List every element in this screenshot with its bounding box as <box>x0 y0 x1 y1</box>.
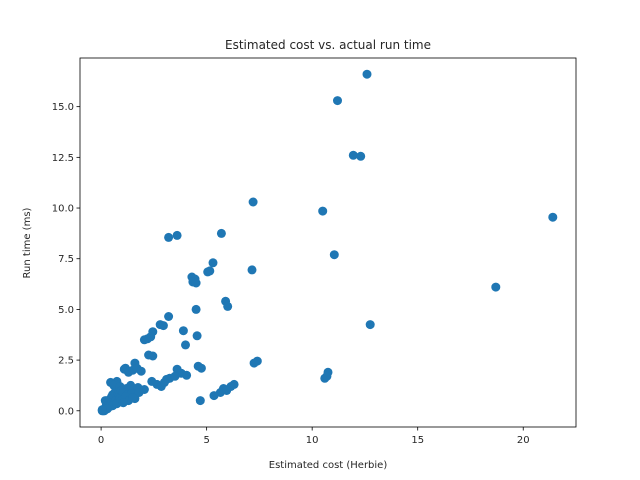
data-point <box>148 351 158 361</box>
data-point <box>222 386 232 395</box>
data-point <box>178 326 188 336</box>
x-axis-ticks: 0 5 10 15 20 <box>98 427 530 446</box>
x-tick-label: 5 <box>203 435 209 446</box>
data-point <box>164 232 174 242</box>
y-axis-ticks: 0.0 2.5 5.0 7.5 10.0 12.5 15.0 <box>52 102 80 417</box>
data-point <box>548 212 558 222</box>
y-tick-label: 12.5 <box>52 153 74 164</box>
data-point <box>348 150 358 160</box>
data-point <box>329 250 339 260</box>
data-points <box>97 69 558 416</box>
data-point <box>191 278 201 288</box>
data-point <box>195 396 205 406</box>
x-tick-label: 0 <box>98 435 104 446</box>
data-point <box>158 321 168 331</box>
data-point <box>181 340 190 350</box>
x-tick-label: 15 <box>411 435 424 446</box>
data-point <box>136 366 146 376</box>
data-point <box>128 393 138 403</box>
data-point <box>170 371 180 381</box>
plot-frame <box>79 57 577 428</box>
y-tick-label: 10.0 <box>52 204 74 215</box>
data-point <box>97 405 107 415</box>
data-point <box>146 332 156 342</box>
data-point <box>491 282 501 292</box>
data-point <box>247 265 257 275</box>
data-point <box>164 312 174 321</box>
data-point <box>205 266 215 276</box>
data-point <box>365 320 375 330</box>
data-point <box>223 301 233 311</box>
y-axis-label: Run time (ms) <box>22 207 33 278</box>
x-tick-label: 10 <box>306 435 319 446</box>
data-point <box>249 358 259 368</box>
y-tick-label: 5.0 <box>58 305 74 316</box>
data-point <box>333 96 342 106</box>
data-point <box>322 371 332 381</box>
y-tick-label: 2.5 <box>58 356 74 367</box>
x-tick-label: 20 <box>517 435 530 446</box>
data-point <box>192 331 202 341</box>
y-tick-label: 7.5 <box>58 254 74 265</box>
data-point <box>196 363 206 373</box>
data-point <box>318 206 328 216</box>
y-tick-label: 0.0 <box>58 406 74 417</box>
chart-title: Estimated cost vs. actual run time <box>225 38 431 52</box>
data-point <box>191 304 201 314</box>
data-point <box>208 258 218 268</box>
y-tick-label: 15.0 <box>52 102 74 113</box>
data-point <box>356 151 366 161</box>
data-point <box>172 230 182 240</box>
data-point <box>362 69 372 79</box>
x-axis-label: Estimated cost (Herbie) <box>269 460 388 471</box>
data-point <box>216 228 226 238</box>
data-point <box>118 398 128 408</box>
data-point <box>209 391 219 401</box>
data-point <box>248 197 258 207</box>
data-point <box>134 388 144 397</box>
data-point <box>182 370 192 380</box>
data-point <box>159 377 169 387</box>
